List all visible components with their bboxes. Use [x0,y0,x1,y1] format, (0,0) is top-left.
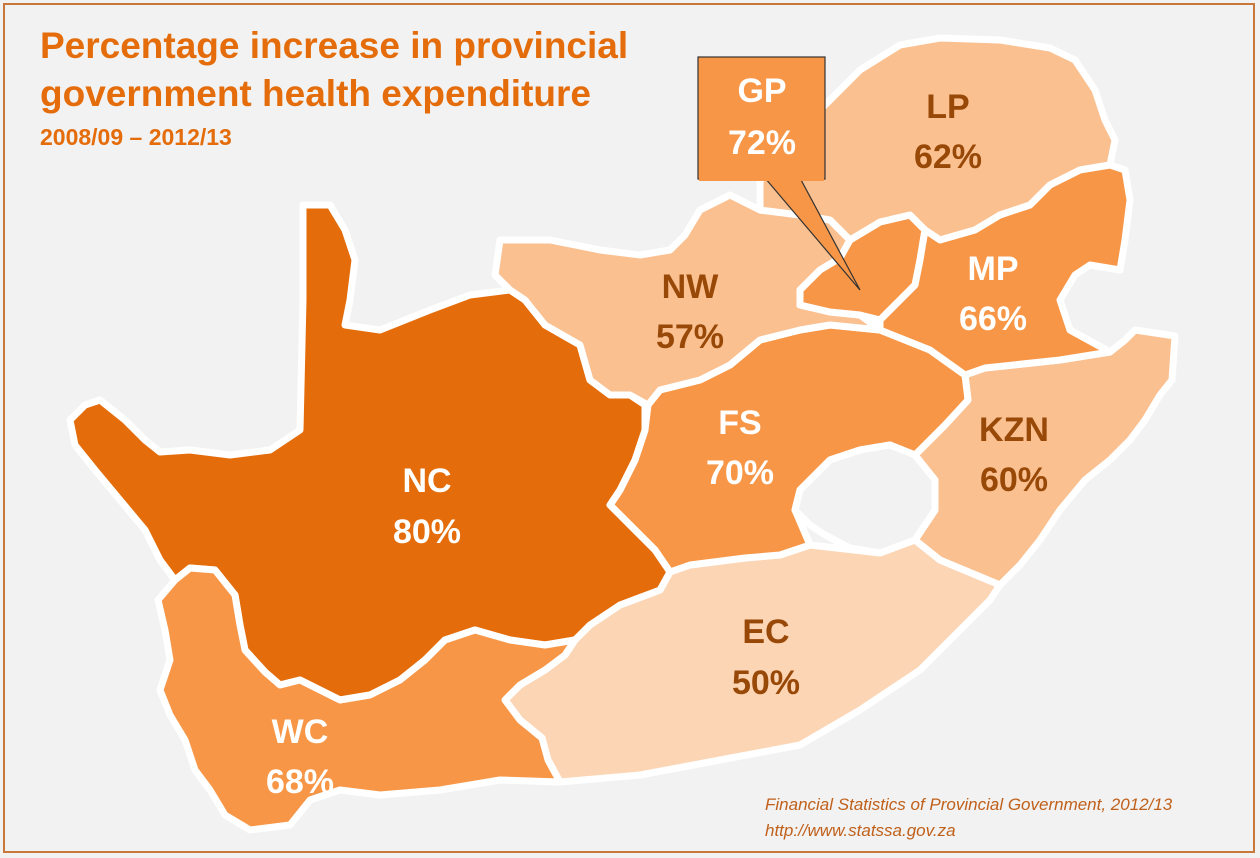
label-ec-value: 50% [732,664,800,702]
source-note: Financial Statistics of Provincial Gover… [765,792,1172,844]
lesotho [791,441,939,557]
label-nw-code: NW [662,268,720,306]
label-mp-value: 66% [959,300,1027,338]
label-wc-value: 68% [266,763,334,801]
province-mp[interactable] [876,161,1134,379]
label-gp-code: GP [737,72,786,110]
title-line-2: government health expenditure [40,73,591,114]
label-nc-code: NC [402,462,451,500]
map-title: Percentage increase in provincial govern… [40,22,628,118]
map-subtitle: 2008/09 – 2012/13 [40,124,232,150]
label-ec-code: EC [742,613,789,651]
province-wc[interactable] [154,564,579,834]
label-gp-value: 72% [728,124,796,162]
label-lp-value: 62% [914,138,982,176]
label-nw-value: 57% [656,318,724,356]
label-lp-code: LP [926,88,969,126]
label-nc-value: 80% [393,513,461,551]
title-line-1: Percentage increase in provincial [40,25,629,66]
source-line-1: Financial Statistics of Provincial Gover… [765,795,1173,814]
label-kzn-code: KZN [979,411,1049,449]
source-url: http://www.statssa.gov.za [765,821,956,840]
label-kzn-value: 60% [980,461,1048,499]
label-wc-code: WC [272,713,329,751]
label-fs-value: 70% [706,454,774,492]
label-mp-code: MP [968,250,1019,288]
label-fs-code: FS [718,404,761,442]
gp-callout [697,56,861,291]
